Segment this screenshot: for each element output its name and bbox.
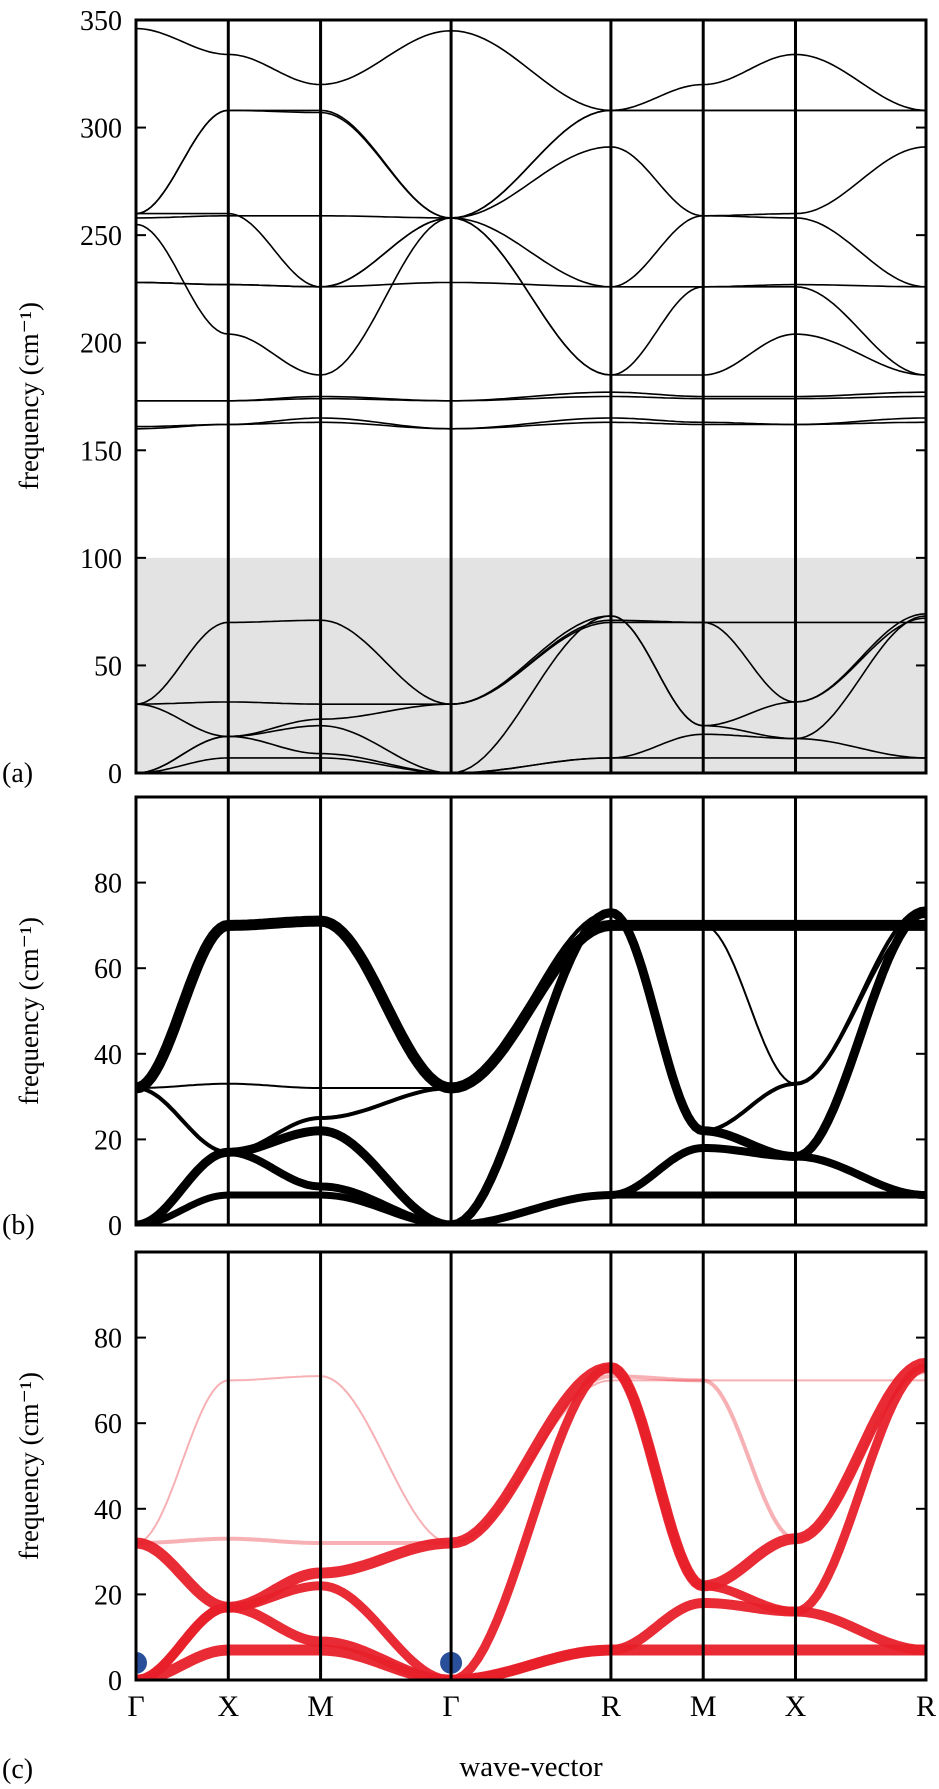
panel-a-frame (134, 18, 928, 775)
branch-6 (136, 619, 926, 705)
branch-15 (136, 146, 926, 288)
branch-4 (136, 1357, 926, 1613)
panel-c-y-ticks: 0 20 40 60 80 (94, 1324, 926, 1697)
x-axis-label: wave-vector (459, 1751, 603, 1783)
panel-b-label: (b) (2, 1210, 35, 1241)
y-tick-label: 250 (80, 221, 122, 252)
x-tick-label: Γ (127, 1690, 144, 1723)
branch-8 (136, 421, 926, 430)
panel-b-ylabel: frequency (cm⁻¹) (14, 917, 44, 1105)
y-tick-label: 60 (94, 954, 122, 985)
branch-17 (136, 109, 926, 219)
panel-a-y-ticks: 0 50 100 150 200 250 300 350 (80, 6, 926, 790)
y-tick-label: 50 (94, 651, 122, 682)
y-tick-label: 300 (80, 114, 122, 145)
panel-a: 0 50 100 150 200 250 300 350 frequency (cm⁻¹) (… (2, 6, 928, 790)
y-tick-label: 20 (94, 1125, 122, 1156)
panel-a-curves (136, 27, 926, 773)
branch-18 (136, 27, 926, 112)
branch-9 (136, 391, 926, 402)
panel-c-label: (c) (2, 1754, 33, 1785)
y-tick-label: 150 (80, 436, 122, 467)
y-tick-label: 0 (108, 759, 122, 790)
panel-c-frame (134, 1250, 928, 1682)
branch-6 (136, 915, 926, 1094)
x-tick-label: M (690, 1690, 717, 1723)
branch-13 (136, 281, 926, 288)
y-tick-label: 20 (94, 1580, 122, 1611)
x-tick-label: X (785, 1690, 807, 1723)
panel-b-high-symmetry-lines (226, 797, 798, 1225)
branch-14 (136, 215, 926, 288)
branch-2 (136, 1144, 926, 1225)
branch-4 (136, 613, 926, 738)
panel-b: 0 20 40 60 80 frequency (cm⁻¹) (b) (2, 795, 928, 1242)
y-tick-label: 80 (94, 869, 122, 900)
branch-3 (136, 1363, 926, 1680)
y-tick-label: 40 (94, 1495, 122, 1526)
branch-3 (136, 908, 926, 1225)
panel-c-ylabel: frequency (cm⁻¹) (14, 1372, 44, 1560)
panel-a-shaded-band (136, 557, 926, 773)
panel-a-high-symmetry-lines (226, 20, 798, 773)
panel-a-label: (a) (2, 758, 33, 789)
x-tick-label: X (217, 1690, 239, 1723)
branch-12 (136, 217, 926, 376)
y-tick-label: 40 (94, 1040, 122, 1071)
branch-4 (136, 906, 926, 1155)
x-tick-label: R (916, 1690, 936, 1723)
branch-6 (136, 1375, 926, 1544)
y-tick-label: 350 (80, 6, 122, 37)
y-tick-label: 0 (108, 1211, 122, 1242)
branch-5 (136, 1369, 926, 1545)
panel-c-curves (136, 1357, 926, 1680)
branch-5 (136, 617, 926, 705)
x-tick-label: M (307, 1690, 334, 1723)
panel-b-frame (134, 795, 928, 1227)
x-tick-label: Γ (442, 1690, 459, 1723)
panel-c-high-symmetry-lines (226, 1252, 798, 1680)
highlight-marker-1 (136, 1651, 147, 1674)
branch-2 (136, 1598, 926, 1680)
gray-shaded-region (136, 557, 926, 773)
y-tick-label: 80 (94, 1324, 122, 1355)
y-tick-label: 0 (108, 1666, 122, 1697)
y-tick-label: 200 (80, 329, 122, 360)
panel-a-ylabel: frequency (cm⁻¹) (14, 302, 44, 490)
panel-b-curves (136, 906, 926, 1225)
y-tick-label: 100 (80, 544, 122, 575)
branch-10 (136, 395, 926, 402)
x-tick-label: R (601, 1690, 621, 1723)
y-tick-label: 60 (94, 1409, 122, 1440)
